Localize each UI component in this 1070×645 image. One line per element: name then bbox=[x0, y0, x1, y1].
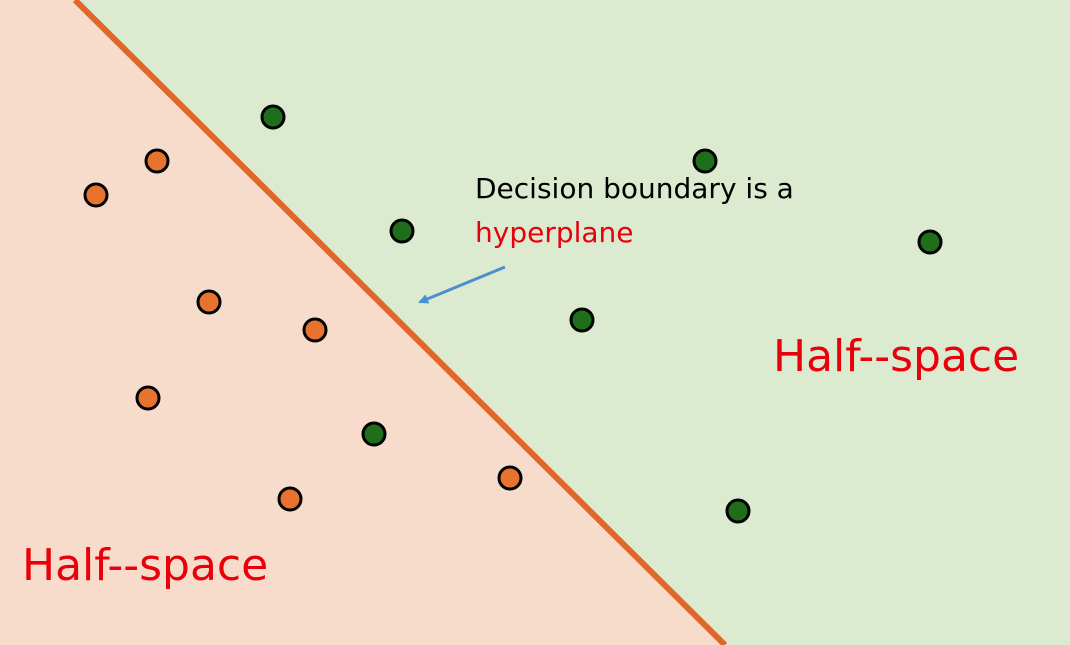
annotation-text: Decision boundary is a bbox=[475, 172, 794, 205]
region-label: Half--space bbox=[773, 331, 1019, 382]
point bbox=[196, 289, 222, 315]
point bbox=[260, 104, 286, 130]
annotation-arrow bbox=[418, 265, 506, 304]
point bbox=[302, 317, 328, 343]
point bbox=[83, 182, 109, 208]
point bbox=[144, 148, 170, 174]
point bbox=[277, 486, 303, 512]
point bbox=[692, 148, 718, 174]
green-points bbox=[260, 104, 943, 524]
annotation-highlight: hyperplane bbox=[475, 216, 634, 249]
point bbox=[389, 218, 415, 244]
point bbox=[497, 465, 523, 491]
point bbox=[725, 498, 751, 524]
negative-region bbox=[0, 0, 725, 645]
region-label: Half--space bbox=[22, 540, 268, 591]
point bbox=[361, 421, 387, 447]
decision-boundary bbox=[72, 0, 728, 645]
point bbox=[569, 307, 595, 333]
point bbox=[917, 229, 943, 255]
orange-points bbox=[83, 148, 523, 512]
point bbox=[135, 385, 161, 411]
